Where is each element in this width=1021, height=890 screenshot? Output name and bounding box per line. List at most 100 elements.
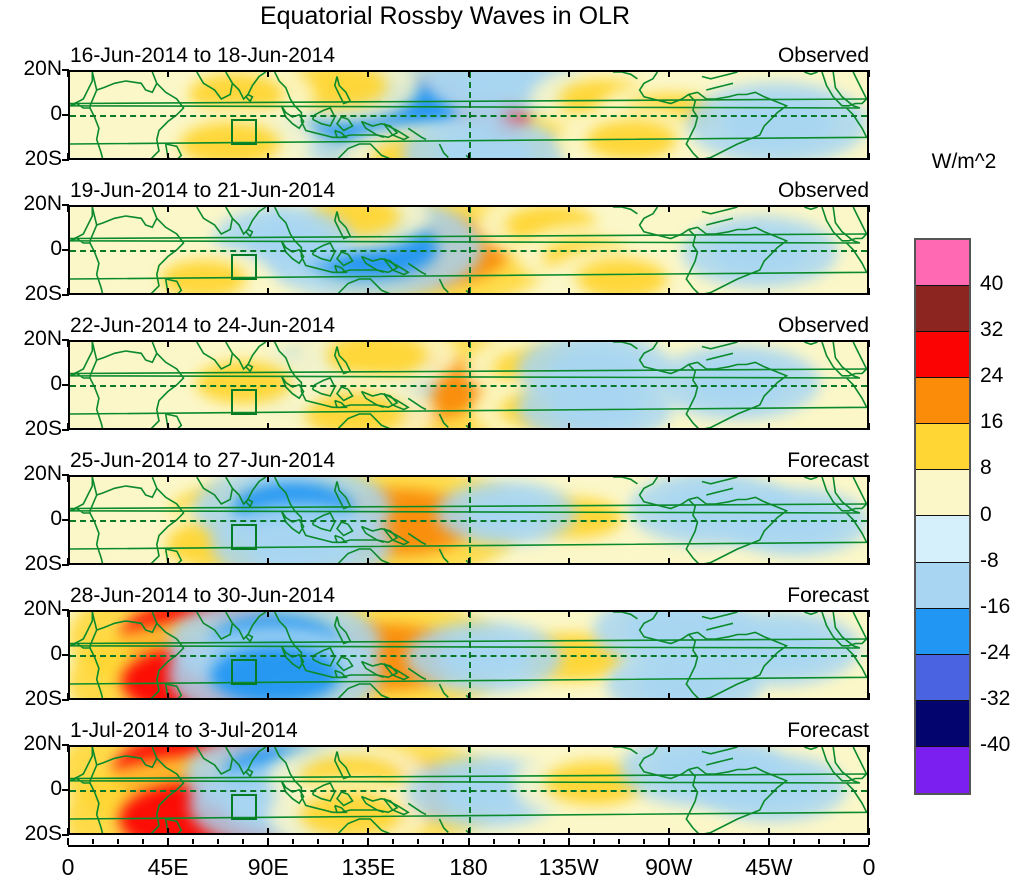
x-axis-tick (868, 475, 870, 482)
x-axis-tick (467, 340, 470, 347)
map-panel-4[interactable] (68, 475, 869, 565)
map-panel-5[interactable] (68, 610, 869, 700)
x-axis-tick (868, 838, 870, 845)
anomaly-blob-core (209, 646, 340, 698)
panel-date-range: 25-Jun-2014 to 27-Jun-2014 (70, 449, 336, 472)
x-axis-tick-label: 45E (147, 854, 189, 880)
y-axis-tick (62, 699, 69, 701)
y-axis-tick (62, 834, 69, 836)
x-axis-tick (67, 70, 69, 77)
y-axis-tick (62, 609, 69, 611)
x-axis-tick (367, 153, 370, 160)
x-axis-tick (567, 205, 570, 212)
map-panel-3[interactable] (68, 340, 869, 430)
x-axis-tick (267, 558, 270, 565)
x-axis-tick (367, 288, 370, 295)
x-axis-tick (367, 475, 370, 482)
x-axis-tick (567, 153, 570, 160)
x-axis-tick (767, 70, 770, 77)
colorbar-band (916, 516, 969, 563)
x-axis-tick (467, 558, 470, 565)
anomaly-blob-core (576, 259, 667, 293)
y-axis-tick (62, 519, 69, 521)
y-axis-tick-label: 20S (24, 687, 62, 710)
x-axis-tick (567, 288, 570, 295)
x-axis-tick (567, 423, 570, 430)
panel-kind-label: Forecast (787, 584, 869, 607)
x-axis-tick (667, 745, 670, 752)
x-axis-tick (767, 423, 770, 430)
region-of-interest-box (231, 794, 258, 821)
x-axis-tick (567, 475, 570, 482)
x-axis-tick (167, 340, 170, 347)
x-axis-tick-label: 90E (247, 854, 289, 880)
colorbar-tick-label: -8 (980, 548, 999, 572)
x-axis-tick (567, 828, 570, 835)
y-axis-tick-label: 20S (24, 822, 62, 845)
x-axis-tick (167, 693, 170, 700)
x-axis-minor-tick (717, 839, 720, 844)
olr-anomaly-field (70, 747, 867, 833)
map-panel-6[interactable] (68, 745, 869, 835)
colorbar-band (916, 240, 969, 287)
y-axis-tick (62, 384, 69, 386)
x-axis-minor-tick (492, 839, 495, 844)
anomaly-blob-core (547, 386, 643, 428)
x-axis-tick (868, 610, 870, 617)
x-axis-tick (67, 423, 69, 430)
region-of-interest-box (231, 524, 258, 551)
x-axis-tick (67, 475, 69, 482)
x-axis-tick (868, 70, 870, 77)
y-axis-tick-label: 0 (50, 237, 62, 260)
coastline-overlay (70, 747, 867, 833)
x-axis-tick (567, 745, 570, 752)
y-axis-tick (62, 744, 69, 746)
x-axis-tick-label: 135E (341, 854, 396, 880)
x-axis-tick (868, 828, 870, 835)
x-axis-tick-label: 0 (862, 854, 876, 880)
x-axis-tick (267, 423, 270, 430)
x-axis-minor-tick (417, 839, 420, 844)
panel-kind-label: Observed (777, 179, 869, 202)
x-axis-tick (667, 828, 670, 835)
colorbar-band (916, 654, 969, 701)
x-axis-tick (767, 205, 770, 212)
y-axis-tick-label: 20N (23, 462, 62, 485)
x-axis-tick (267, 340, 270, 347)
x-axis-tick (367, 745, 370, 752)
x-axis-minor-tick (317, 839, 320, 844)
panel-kind-label: Observed (777, 44, 869, 67)
region-of-interest-box (231, 254, 258, 281)
x-axis-minor-tick (167, 839, 170, 844)
map-panel-2[interactable] (68, 205, 869, 295)
x-axis-tick (567, 693, 570, 700)
colorbar-band (916, 424, 969, 471)
x-axis-tick (267, 475, 270, 482)
map-panel-1[interactable] (68, 70, 869, 160)
x-axis-tick (868, 288, 870, 295)
colorbar[interactable] (914, 238, 971, 795)
x-axis-tick (167, 745, 170, 752)
x-axis-minor-tick (767, 839, 770, 844)
x-axis-tick (767, 288, 770, 295)
y-axis-tick-label: 20N (23, 57, 62, 80)
x-axis-minor-tick (392, 839, 395, 844)
x-axis-minor-tick (617, 839, 620, 844)
colorbar-tick-label: 0 (980, 502, 992, 526)
x-axis-tick (767, 153, 770, 160)
colorbar-tick-label: 40 (980, 272, 1004, 296)
x-axis-tick (467, 745, 470, 752)
x-axis-tick (67, 558, 69, 565)
colorbar-tick-label: -24 (980, 640, 1011, 664)
y-axis-tick (62, 339, 69, 341)
dateline-meridian (468, 477, 471, 563)
x-axis-tick (467, 70, 470, 77)
x-axis-tick (868, 745, 870, 752)
x-axis-minor-tick (542, 839, 545, 844)
x-axis-tick (467, 288, 470, 295)
x-axis-minor-tick (192, 839, 195, 844)
x-axis-minor-tick (92, 839, 95, 844)
x-axis-tick (267, 288, 270, 295)
x-axis-tick (667, 610, 670, 617)
colorbar-tick-label: 24 (980, 364, 1004, 388)
